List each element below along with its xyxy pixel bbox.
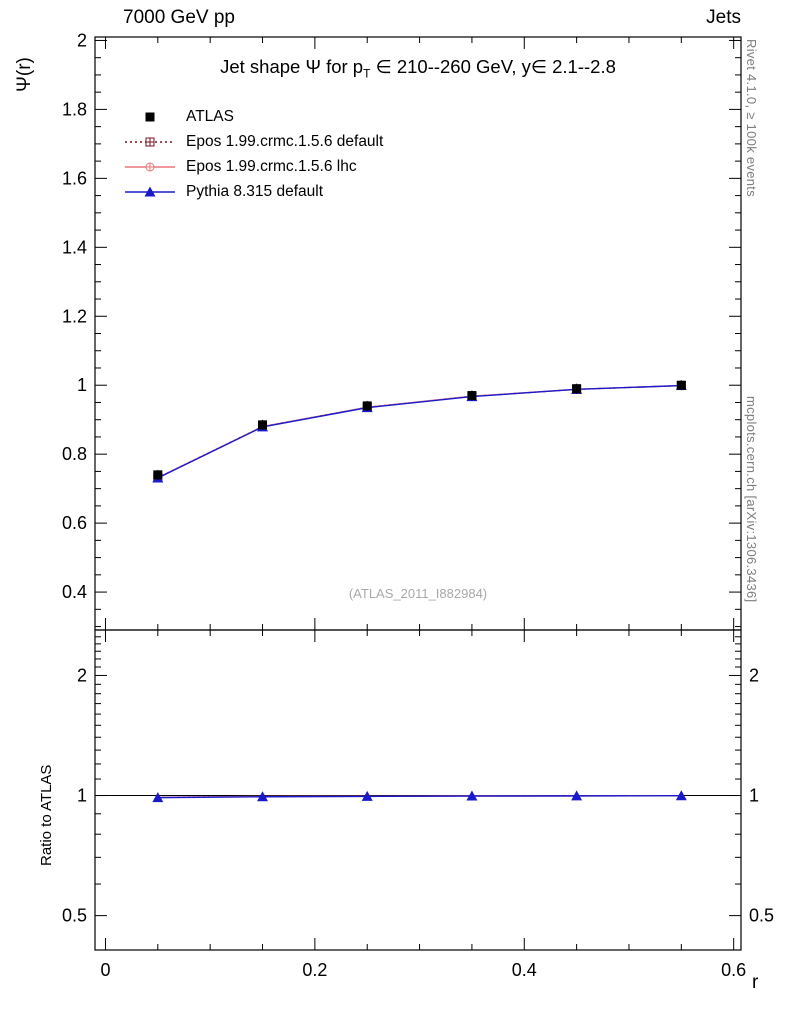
legend-item-epos-default: Epos 1.99.crmc.1.5.6 default xyxy=(124,129,383,154)
plot-title: Jet shape Ψ for pT ∈ 210--260 GeV, y∈ 2.… xyxy=(95,56,741,81)
legend: ATLAS Epos 1.99.crmc.1.5.6 default Epos 1.… xyxy=(124,104,383,204)
series-epos-default xyxy=(153,381,686,483)
svg-text:0: 0 xyxy=(100,960,110,980)
analysis-group-label: Jets xyxy=(706,7,741,28)
mcplots-credit-note: mcplots.cern.ch [arXiv:1306.3436] xyxy=(744,396,759,603)
legend-marker-atlas xyxy=(145,112,155,121)
tick-labels: 0.4 0.6 0.8 1 1.2 1.4 1.6 1.8 2 0.5 0.5 1 1 2 2 0 0.2 0.4… xyxy=(62,30,774,980)
series-atlas xyxy=(153,380,686,480)
svg-text:0.4: 0.4 xyxy=(512,960,537,980)
legend-item-label: Epos 1.99.crmc.1.5.6 default xyxy=(186,132,384,150)
svg-text:1.2: 1.2 xyxy=(62,306,87,326)
svg-text:1: 1 xyxy=(77,375,87,395)
svg-text:0.6: 0.6 xyxy=(721,960,746,980)
svg-text:0.2: 0.2 xyxy=(302,960,327,980)
svg-text:1: 1 xyxy=(749,786,759,806)
svg-text:1: 1 xyxy=(77,786,87,806)
analysis-id-watermark: (ATLAS_2011_I882984) xyxy=(348,586,488,601)
ratio-y-axis-title: Ratio to ATLAS xyxy=(38,764,55,866)
axis-ticks xyxy=(95,37,741,950)
rivet-version-note: Rivet 4.1.0, ≥ 100k events xyxy=(744,39,759,198)
svg-text:0.5: 0.5 xyxy=(62,906,87,926)
legend-item-atlas: ATLAS xyxy=(124,104,383,129)
svg-text:2: 2 xyxy=(77,30,87,50)
legend-marker-epos-lhc xyxy=(125,162,175,171)
series-epos-lhc xyxy=(153,381,686,483)
main-y-axis-title: Ψ(r) xyxy=(14,57,35,92)
svg-text:0.8: 0.8 xyxy=(62,444,87,464)
plot-title-prefix: Jet shape Ψ for p xyxy=(220,56,364,77)
beam-energy-label: 7000 GeV pp xyxy=(123,7,235,28)
svg-text:1.4: 1.4 xyxy=(62,237,87,257)
ratio-series-pythia xyxy=(152,790,687,803)
legend-item-label: Pythia 8.315 default xyxy=(186,182,324,200)
legend-marker-epos-default xyxy=(125,137,175,146)
plot-title-suffix: ∈ 210--260 GeV, y∈ 2.1--2.8 xyxy=(370,56,616,77)
plot-title-subscript: T xyxy=(363,66,371,81)
legend-item-pythia: Pythia 8.315 default xyxy=(124,179,383,204)
svg-text:0.6: 0.6 xyxy=(62,513,87,533)
svg-text:0.4: 0.4 xyxy=(62,582,87,602)
svg-text:2: 2 xyxy=(749,665,759,685)
series-pythia xyxy=(152,380,687,483)
x-axis-title: r xyxy=(752,972,759,993)
legend-item-label: ATLAS xyxy=(186,107,234,125)
legend-item-epos-lhc: Epos 1.99.crmc.1.5.6 lhc xyxy=(124,154,383,179)
svg-text:1.6: 1.6 xyxy=(62,168,87,188)
svg-text:2: 2 xyxy=(77,665,87,685)
svg-text:0.5: 0.5 xyxy=(749,906,774,926)
legend-item-label: Epos 1.99.crmc.1.5.6 lhc xyxy=(186,157,357,175)
legend-marker-pythia xyxy=(125,186,175,196)
svg-text:1.8: 1.8 xyxy=(62,99,87,119)
